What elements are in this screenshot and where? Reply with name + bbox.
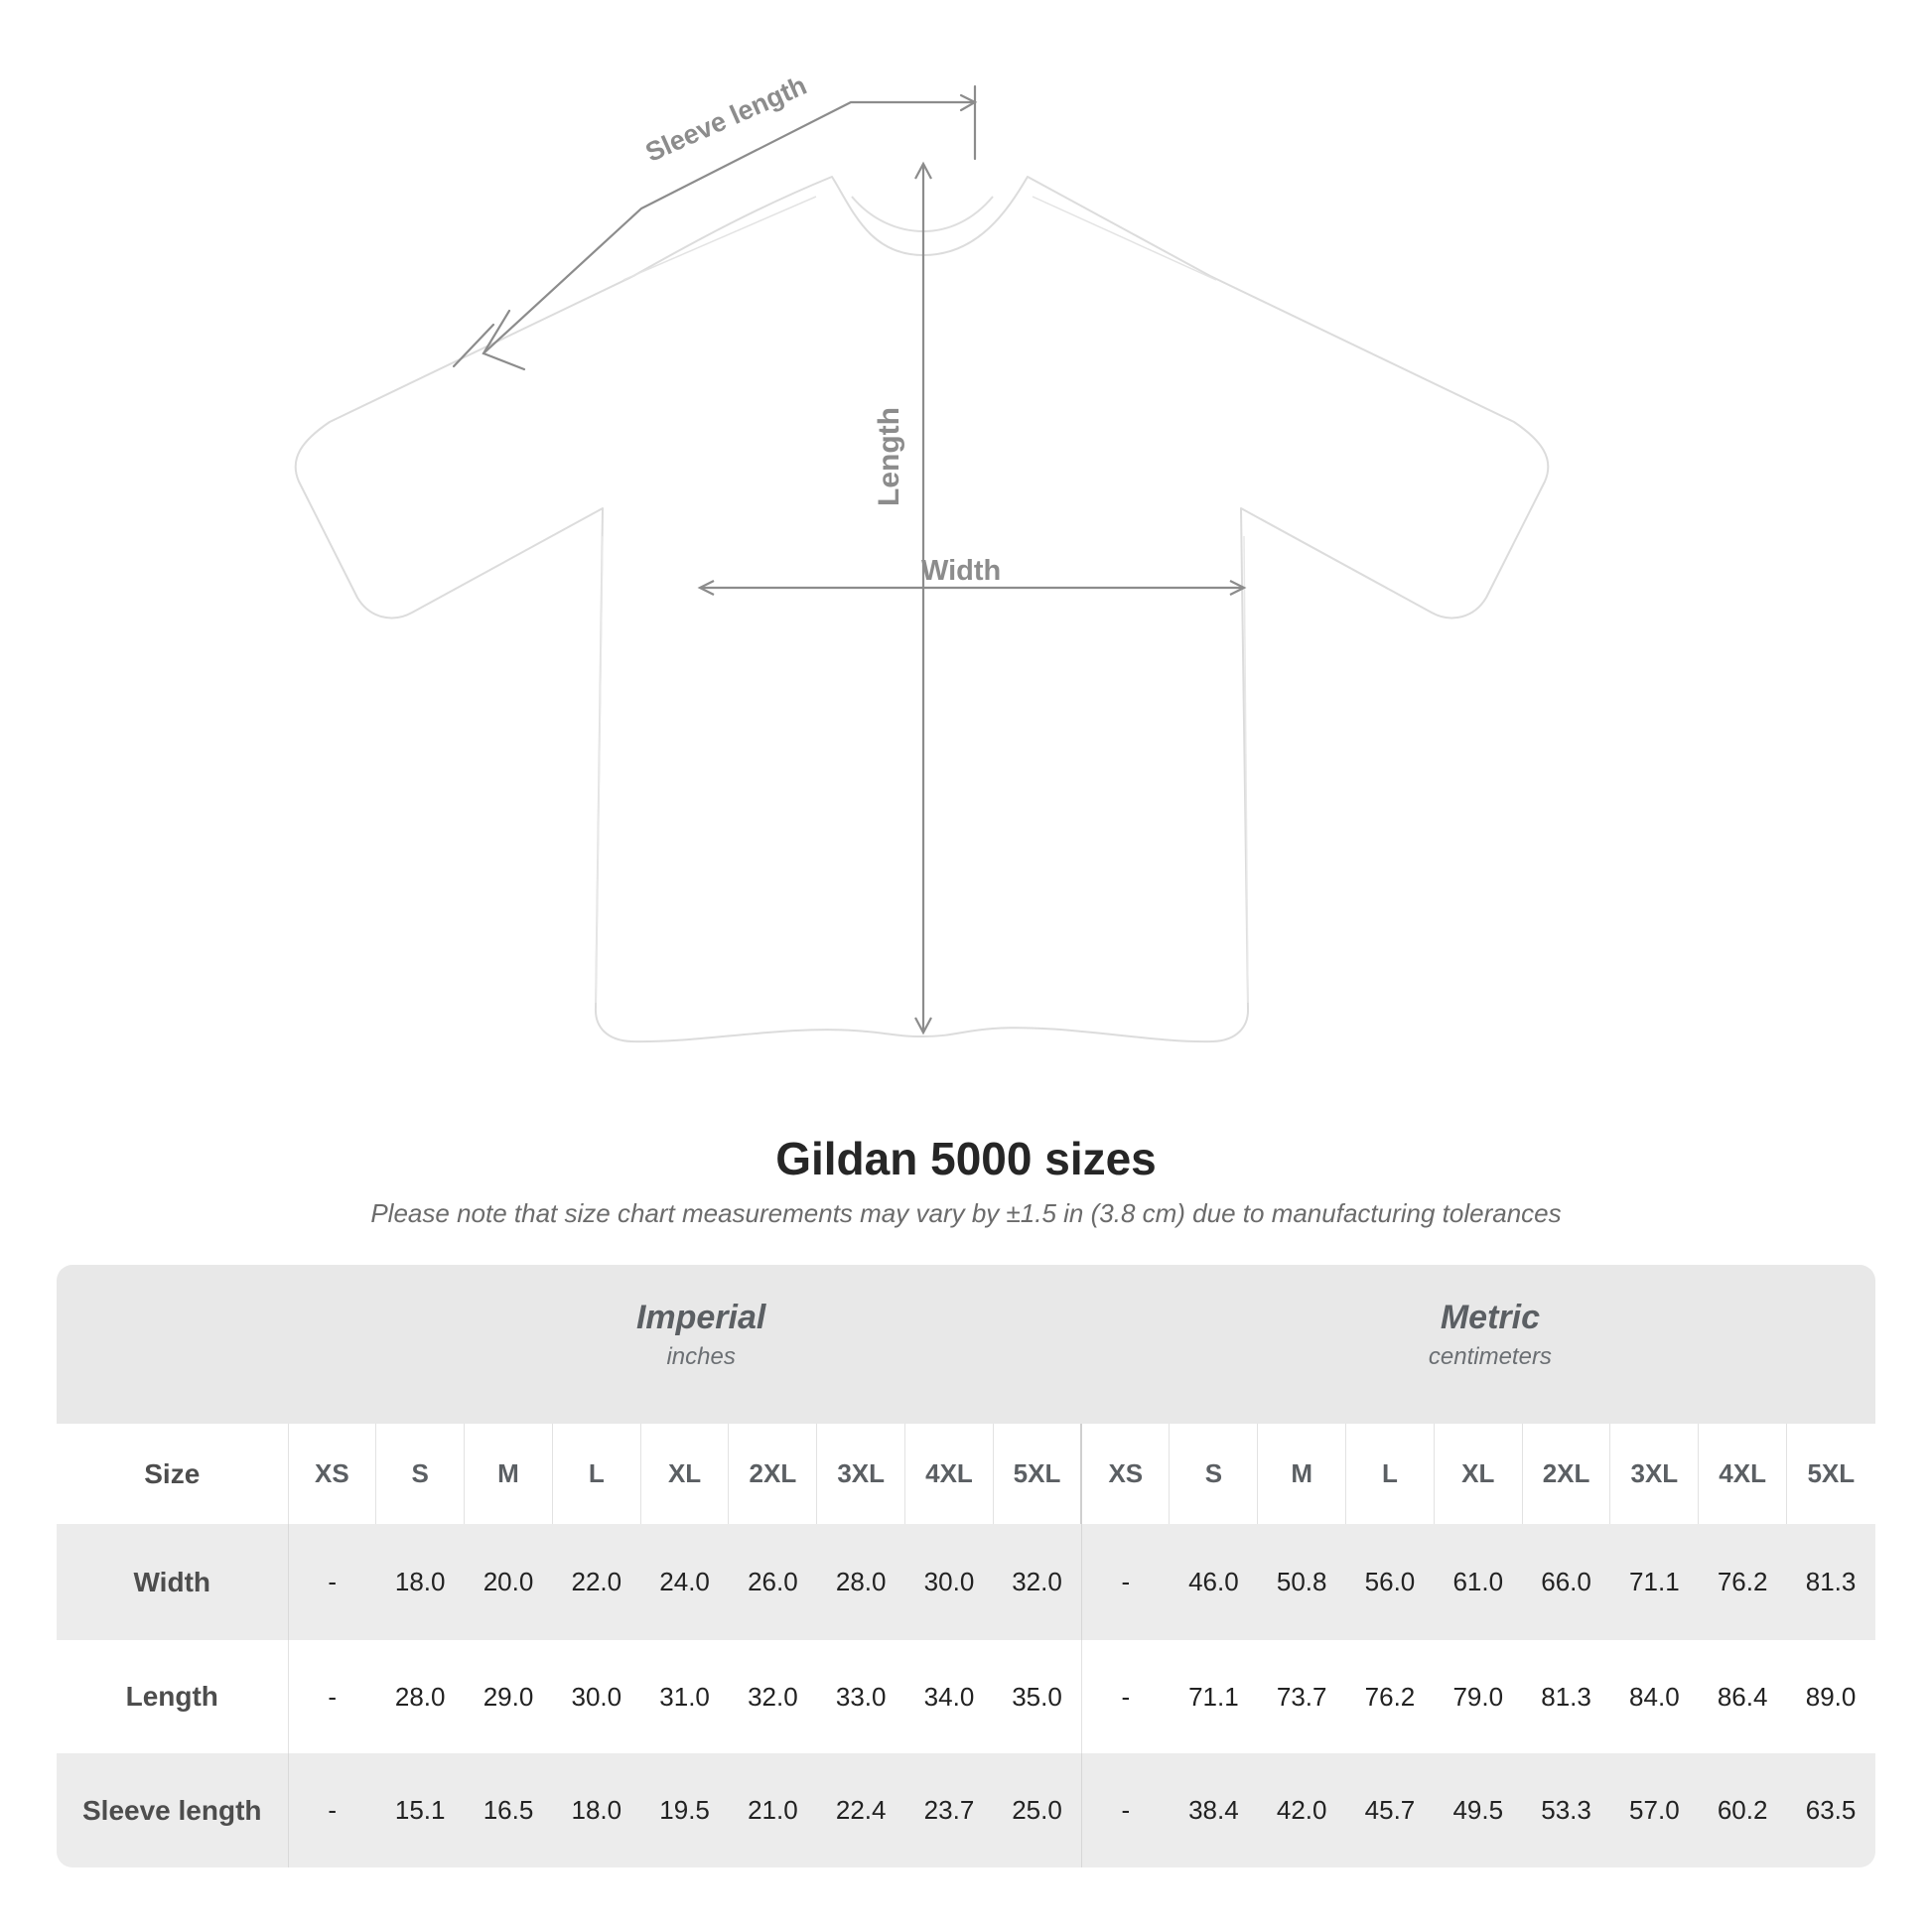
svg-text:Length: Length (873, 407, 905, 506)
svg-text:Sleeve length: Sleeve length (641, 70, 811, 168)
svg-text:Width: Width (921, 555, 1001, 587)
